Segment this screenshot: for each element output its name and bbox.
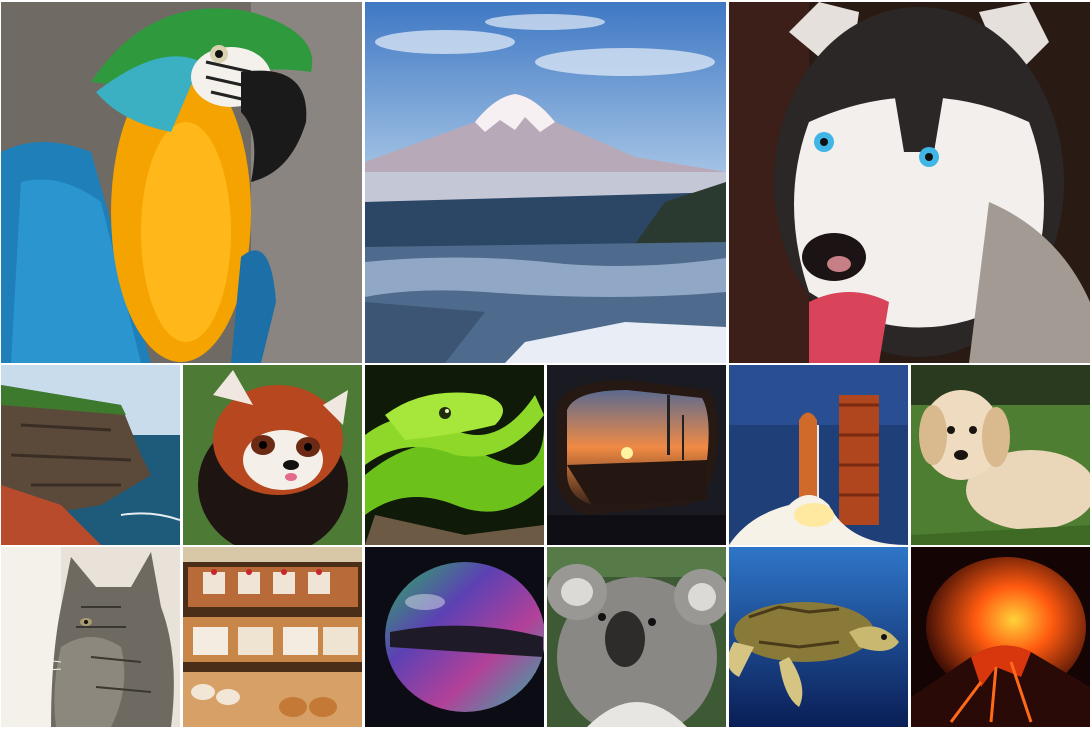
cat-photo bbox=[1, 547, 180, 727]
pastries-photo bbox=[183, 547, 362, 727]
puppy-photo bbox=[911, 365, 1090, 545]
mountain-photo bbox=[365, 2, 726, 363]
parrot-photo bbox=[1, 2, 362, 363]
red-panda-photo bbox=[183, 365, 362, 545]
sea-turtle-photo bbox=[729, 547, 908, 727]
koala-photo bbox=[547, 547, 726, 727]
husky-photo bbox=[729, 2, 1090, 363]
cliffs-photo bbox=[1, 365, 180, 545]
shuttle-launch-photo bbox=[729, 365, 908, 545]
snake-photo bbox=[365, 365, 544, 545]
car-mirror-photo bbox=[547, 365, 726, 545]
soap-bubble-photo bbox=[365, 547, 544, 727]
volcano-photo bbox=[911, 547, 1090, 727]
